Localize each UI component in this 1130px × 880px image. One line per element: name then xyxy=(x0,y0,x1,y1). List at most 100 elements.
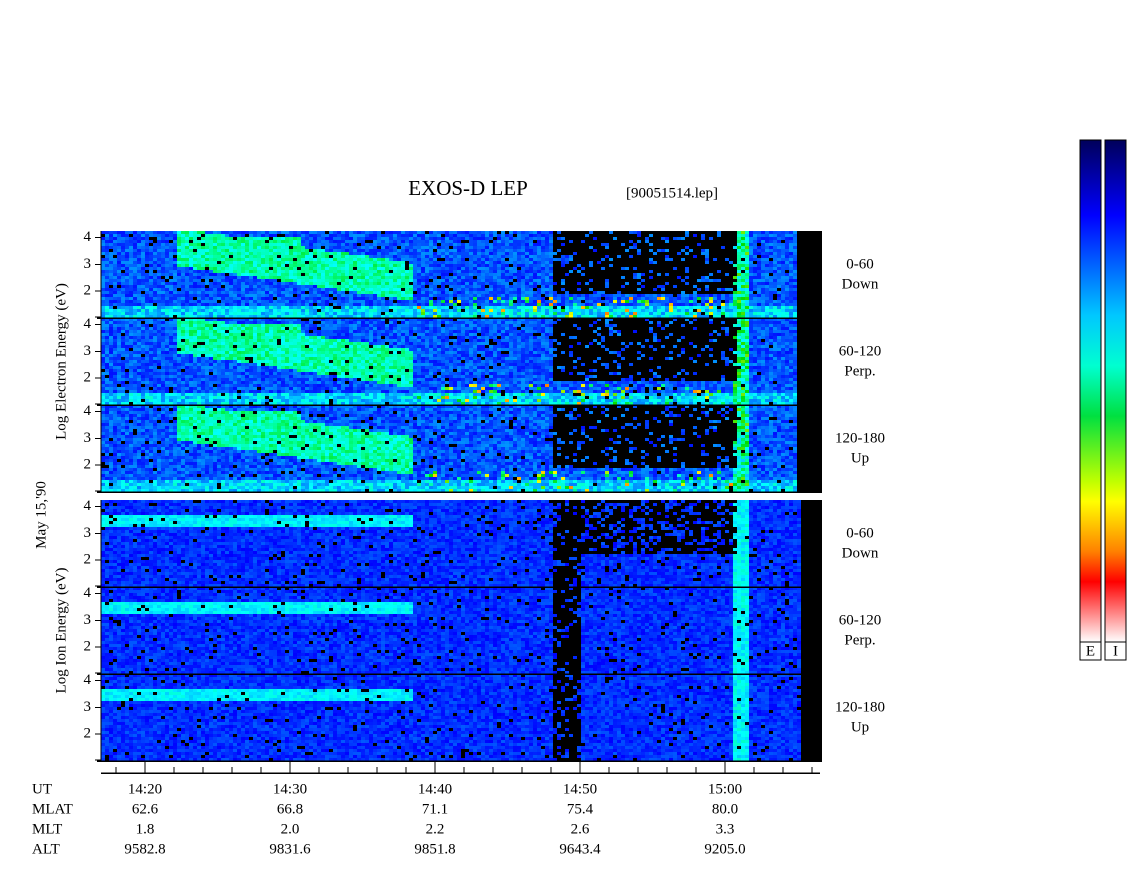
spectrogram-cell xyxy=(337,267,341,270)
spectrogram-cell xyxy=(409,276,413,279)
spectrogram-cell xyxy=(425,297,429,300)
spectrogram-cell xyxy=(257,270,261,273)
spectrogram-cell xyxy=(209,294,213,297)
spectrogram-cell xyxy=(349,291,353,294)
spectrogram-cell xyxy=(133,267,137,270)
spectrogram-cell xyxy=(217,312,221,315)
spectrogram-cell xyxy=(405,282,409,285)
spectrogram-cell xyxy=(369,312,373,315)
spectrogram-cell xyxy=(117,312,121,315)
spectrogram-cell xyxy=(153,252,157,255)
spectrogram-cell xyxy=(105,276,109,279)
spectrogram-cell xyxy=(481,282,485,285)
spectrogram-cell xyxy=(321,237,325,240)
spectrogram-cell xyxy=(161,285,165,288)
spectrogram-cell xyxy=(429,264,433,267)
spectrogram-cell xyxy=(381,270,385,273)
spectrogram-cell xyxy=(125,261,129,264)
spectrogram-cell xyxy=(293,285,297,288)
spectrogram-cell xyxy=(329,270,333,273)
spectrogram-cell xyxy=(485,288,489,291)
spectrogram-cell xyxy=(505,252,509,255)
spectrogram-cell xyxy=(293,288,297,291)
spectrogram-cell xyxy=(169,252,173,255)
spectrogram-cell xyxy=(253,285,257,288)
spectrogram-cell xyxy=(353,231,357,234)
spectrogram-cell xyxy=(425,309,429,312)
spectrogram-cell xyxy=(425,249,429,252)
spectrogram-cell xyxy=(209,258,213,261)
spectrogram-cell xyxy=(513,255,517,258)
spectrogram-cell xyxy=(305,249,309,252)
spectrogram-cell xyxy=(225,255,229,258)
spectrogram-cell xyxy=(293,240,297,243)
spectrogram-cell xyxy=(225,270,229,273)
spectrogram-cell xyxy=(425,237,429,240)
spectrogram-cell xyxy=(169,258,173,261)
spectrogram-cell xyxy=(361,288,365,291)
spectrogram-cell xyxy=(273,312,277,315)
spectrogram-cell xyxy=(177,249,181,252)
spectrogram-cell xyxy=(193,264,197,267)
spectrogram-cell xyxy=(449,312,453,315)
spectrogram-cell xyxy=(497,285,501,288)
spectrogram-cell xyxy=(289,294,293,297)
spectrogram-cell xyxy=(285,270,289,273)
spectrogram-cell xyxy=(389,267,393,270)
spectrogram-cell xyxy=(253,300,257,303)
spectrogram-cell xyxy=(369,294,373,297)
spectrogram-cell xyxy=(429,249,433,252)
spectrogram-cell xyxy=(305,252,309,255)
spectrogram-cell xyxy=(145,288,149,291)
spectrogram-cell xyxy=(449,249,453,252)
spectrogram-cell xyxy=(425,258,429,261)
spectrogram-cell xyxy=(305,255,309,258)
spectrogram-cell xyxy=(413,294,417,297)
spectrogram-cell xyxy=(189,309,193,312)
spectrogram-cell xyxy=(277,252,281,255)
spectrogram-cell xyxy=(333,285,337,288)
spectrogram-cell xyxy=(517,285,521,288)
spectrogram-cell xyxy=(217,231,221,234)
spectrogram-cell xyxy=(133,294,137,297)
spectrogram-cell xyxy=(305,234,309,237)
spectrogram-cell xyxy=(437,252,441,255)
spectrogram-cell xyxy=(505,276,509,279)
spectrogram-cell xyxy=(209,246,213,249)
spectrogram-cell xyxy=(477,312,481,315)
spectrogram-cell xyxy=(481,300,485,303)
spectrogram-cell xyxy=(417,267,421,270)
spectrogram-cell xyxy=(357,255,361,258)
spectrogram-cell xyxy=(453,258,457,261)
spectrogram-cell xyxy=(461,249,465,252)
spectrogram-cell xyxy=(353,309,357,312)
spectrogram-cell xyxy=(421,255,425,258)
spectrogram-cell xyxy=(137,267,141,270)
spectrogram-cell xyxy=(469,276,473,279)
spectrogram-cell xyxy=(401,303,405,306)
spectrogram-cell xyxy=(509,261,513,264)
spectrogram-cell xyxy=(229,231,233,234)
spectrogram-cell xyxy=(285,246,289,249)
spectrogram-cell xyxy=(357,258,361,261)
spectrogram-cell xyxy=(121,303,125,306)
spectrogram-cell xyxy=(297,300,301,303)
spectrogram-cell xyxy=(341,252,345,255)
spectrogram-cell xyxy=(505,282,509,285)
spectrogram-cell xyxy=(249,249,253,252)
spectrogram-cell xyxy=(101,246,105,249)
spectrogram-cell xyxy=(513,288,517,291)
date: May 15,'90 xyxy=(33,481,49,549)
spectrogram-cell xyxy=(425,312,429,315)
spectrogram-cell xyxy=(513,309,517,312)
spectrogram-cell xyxy=(237,294,241,297)
spectrogram-cell xyxy=(133,303,137,306)
spectrogram-cell xyxy=(185,282,189,285)
spectrogram-cell xyxy=(517,279,521,282)
spectrogram-cell xyxy=(317,282,321,285)
spectrogram-cell xyxy=(193,273,197,276)
spectrogram-cell xyxy=(285,285,289,288)
spectrogram-cell xyxy=(461,312,465,315)
spectrogram-cell xyxy=(457,261,461,264)
spectrogram-cell xyxy=(253,258,257,261)
